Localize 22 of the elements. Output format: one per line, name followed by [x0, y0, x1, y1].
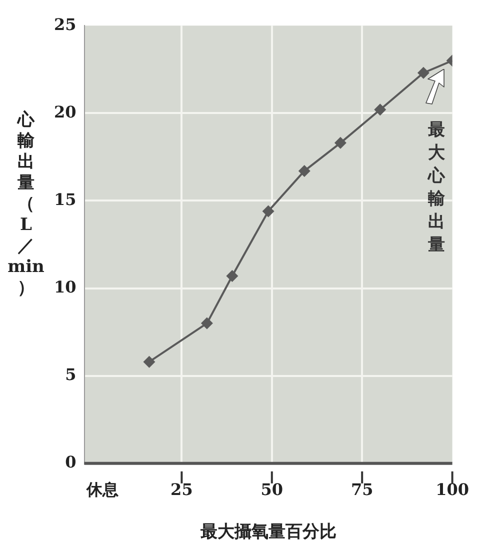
x-tick-label: 75	[350, 480, 374, 500]
x-tick-label: 50	[260, 480, 284, 500]
point	[417, 66, 430, 79]
annotation: 最大心輸出量	[426, 120, 446, 256]
y-tick-label: 15	[54, 190, 76, 209]
point	[143, 356, 156, 368]
point	[226, 270, 238, 282]
y-tick-label: 20	[54, 102, 76, 122]
y-tick-label: 25	[54, 14, 76, 34]
point	[298, 164, 310, 177]
y-tick-label: 5	[65, 364, 76, 384]
point	[200, 317, 213, 330]
y-tick-label: 0	[65, 452, 76, 472]
text: 心輸出量（L／min）	[8, 110, 44, 298]
point	[374, 104, 386, 116]
point	[334, 136, 346, 149]
x-tick-label: 25	[170, 480, 193, 500]
x-axis-title: 最大攝氧量百分比	[199, 522, 336, 542]
y-tick-label: 10	[54, 277, 76, 296]
x-tick-label: 100	[436, 480, 470, 500]
x-tick-label: 休息	[85, 480, 120, 500]
point	[262, 205, 274, 218]
